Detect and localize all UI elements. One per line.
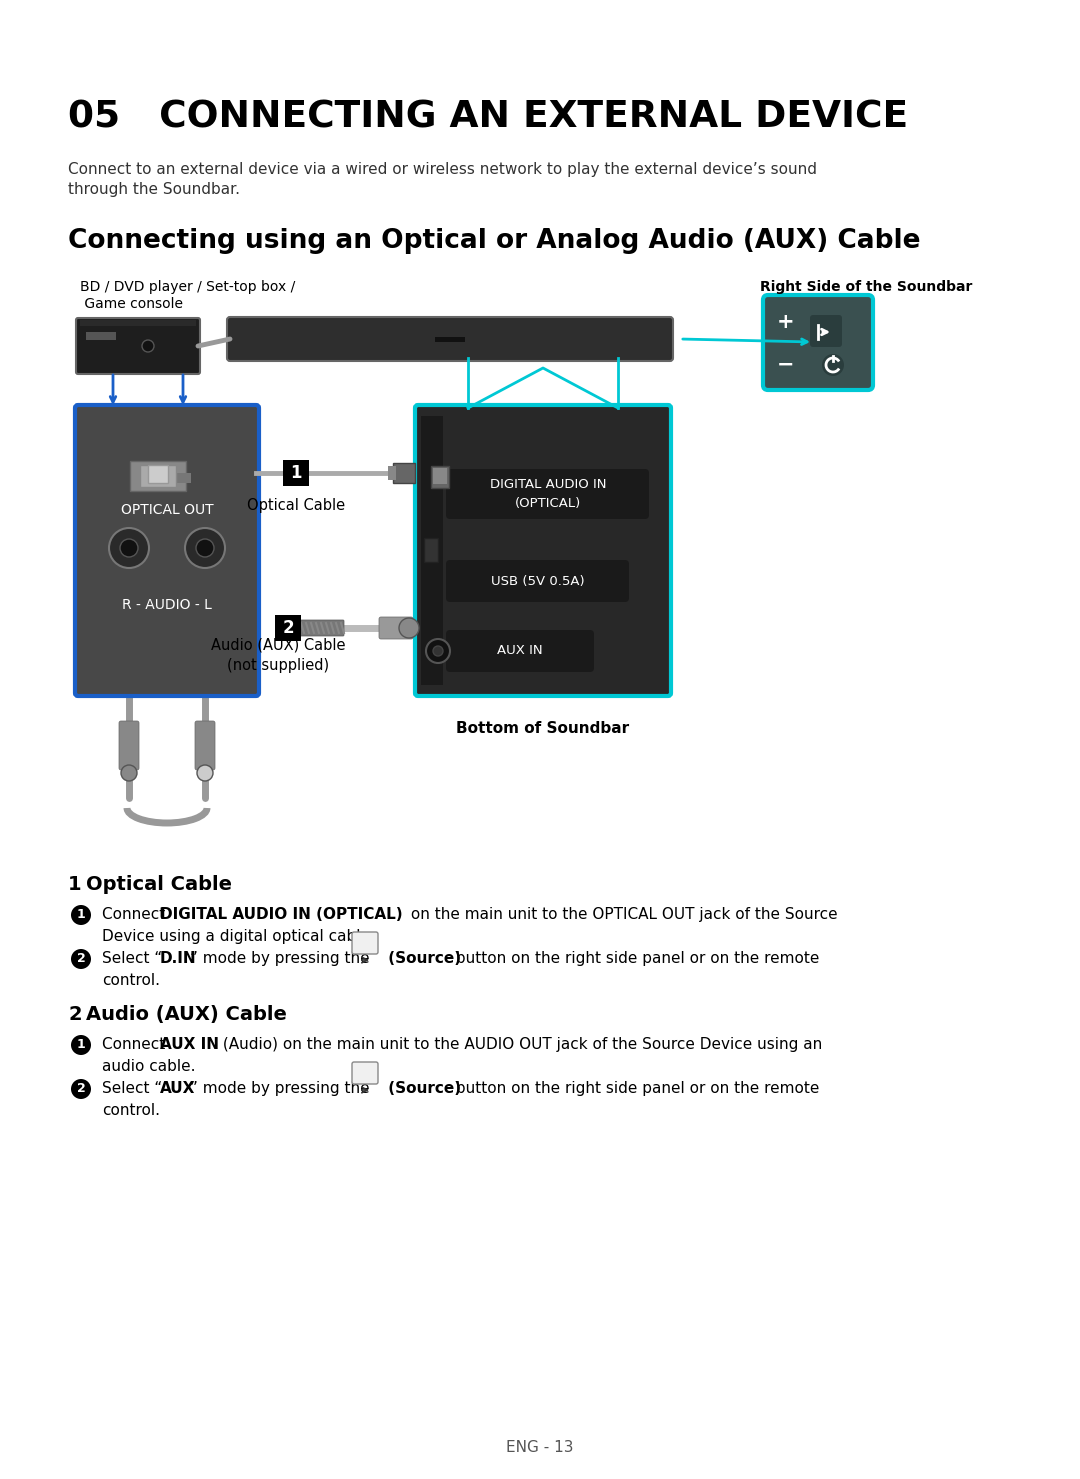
Text: +: + bbox=[778, 312, 795, 331]
Text: 1: 1 bbox=[68, 876, 82, 893]
Text: Connect: Connect bbox=[102, 907, 171, 921]
Circle shape bbox=[71, 950, 91, 969]
FancyBboxPatch shape bbox=[119, 720, 139, 771]
FancyBboxPatch shape bbox=[446, 630, 594, 671]
Text: Optical Cable: Optical Cable bbox=[247, 498, 346, 513]
Text: Right Side of the Soundbar: Right Side of the Soundbar bbox=[760, 280, 972, 294]
FancyBboxPatch shape bbox=[300, 620, 345, 636]
Text: R - AUDIO - L: R - AUDIO - L bbox=[122, 598, 212, 612]
Text: control.: control. bbox=[102, 973, 160, 988]
Text: audio cable.: audio cable. bbox=[102, 1059, 195, 1074]
Circle shape bbox=[185, 528, 225, 568]
Text: BD / DVD player / Set-top box /: BD / DVD player / Set-top box / bbox=[80, 280, 295, 294]
Bar bbox=[130, 461, 186, 491]
FancyBboxPatch shape bbox=[227, 317, 673, 361]
Text: Optical Cable: Optical Cable bbox=[86, 876, 232, 893]
Text: Connecting using an Optical or Analog Audio (AUX) Cable: Connecting using an Optical or Analog Au… bbox=[68, 228, 920, 254]
Text: USB (5V 0.5A): USB (5V 0.5A) bbox=[491, 574, 584, 587]
Text: −: − bbox=[778, 355, 795, 376]
Text: 2: 2 bbox=[68, 1006, 82, 1023]
Bar bbox=[433, 467, 447, 484]
Circle shape bbox=[197, 765, 213, 781]
Bar bbox=[283, 460, 309, 487]
FancyBboxPatch shape bbox=[352, 1062, 378, 1084]
Circle shape bbox=[141, 340, 154, 352]
Bar bbox=[148, 464, 168, 484]
Text: 1: 1 bbox=[291, 464, 301, 482]
Text: ENG - 13: ENG - 13 bbox=[507, 1441, 573, 1455]
Circle shape bbox=[822, 353, 843, 376]
FancyBboxPatch shape bbox=[76, 318, 200, 374]
Text: 1: 1 bbox=[77, 1038, 85, 1052]
Text: 2: 2 bbox=[77, 952, 85, 966]
Text: (Source): (Source) bbox=[383, 1081, 461, 1096]
Text: control.: control. bbox=[102, 1103, 160, 1118]
FancyBboxPatch shape bbox=[446, 561, 629, 602]
Bar bbox=[80, 319, 195, 325]
FancyBboxPatch shape bbox=[195, 720, 215, 771]
Text: 2: 2 bbox=[282, 620, 294, 637]
Text: button on the right side panel or on the remote: button on the right side panel or on the… bbox=[451, 1081, 820, 1096]
FancyBboxPatch shape bbox=[379, 617, 413, 639]
Text: Game console: Game console bbox=[80, 297, 183, 311]
Text: through the Soundbar.: through the Soundbar. bbox=[68, 182, 240, 197]
FancyBboxPatch shape bbox=[415, 405, 671, 697]
Circle shape bbox=[121, 765, 137, 781]
Bar bbox=[388, 466, 396, 481]
Text: on the main unit to the OPTICAL OUT jack of the Source: on the main unit to the OPTICAL OUT jack… bbox=[406, 907, 838, 921]
Bar bbox=[424, 538, 438, 562]
Text: 05   CONNECTING AN EXTERNAL DEVICE: 05 CONNECTING AN EXTERNAL DEVICE bbox=[68, 101, 908, 136]
Text: Connect: Connect bbox=[102, 1037, 171, 1052]
Text: Audio (AUX) Cable
(not supplied): Audio (AUX) Cable (not supplied) bbox=[211, 637, 346, 673]
Bar bbox=[393, 463, 415, 484]
Text: Device using a digital optical cable.: Device using a digital optical cable. bbox=[102, 929, 375, 944]
Bar bbox=[176, 473, 191, 484]
Text: AUX IN: AUX IN bbox=[160, 1037, 219, 1052]
Circle shape bbox=[109, 528, 149, 568]
FancyBboxPatch shape bbox=[75, 405, 259, 697]
FancyBboxPatch shape bbox=[810, 315, 842, 348]
Bar bbox=[275, 615, 301, 640]
Text: D.IN: D.IN bbox=[160, 951, 197, 966]
Text: DIGITAL AUDIO IN (OPTICAL): DIGITAL AUDIO IN (OPTICAL) bbox=[160, 907, 403, 921]
Text: Audio (AUX) Cable: Audio (AUX) Cable bbox=[86, 1006, 287, 1023]
Circle shape bbox=[120, 538, 138, 558]
Text: (Source): (Source) bbox=[383, 951, 461, 966]
Bar bbox=[421, 416, 443, 685]
FancyBboxPatch shape bbox=[446, 469, 649, 519]
Text: Select “: Select “ bbox=[102, 951, 162, 966]
Text: Connect to an external device via a wired or wireless network to play the extern: Connect to an external device via a wire… bbox=[68, 163, 816, 177]
Bar bbox=[86, 331, 116, 340]
FancyBboxPatch shape bbox=[762, 294, 873, 390]
Text: AUX: AUX bbox=[160, 1081, 195, 1096]
Bar bbox=[140, 464, 176, 487]
Text: Select “: Select “ bbox=[102, 1081, 162, 1096]
Text: button on the right side panel or on the remote: button on the right side panel or on the… bbox=[451, 951, 820, 966]
Text: AUX IN: AUX IN bbox=[497, 645, 543, 658]
Text: DIGITAL AUDIO IN
(OPTICAL): DIGITAL AUDIO IN (OPTICAL) bbox=[489, 479, 606, 509]
Text: 2: 2 bbox=[77, 1083, 85, 1096]
Text: OPTICAL OUT: OPTICAL OUT bbox=[121, 503, 214, 518]
Text: ” mode by pressing the: ” mode by pressing the bbox=[190, 951, 375, 966]
Circle shape bbox=[71, 1035, 91, 1055]
Circle shape bbox=[195, 538, 214, 558]
Circle shape bbox=[426, 639, 450, 663]
Bar bbox=[435, 337, 465, 342]
FancyBboxPatch shape bbox=[352, 932, 378, 954]
Bar bbox=[431, 466, 449, 488]
Text: Bottom of Soundbar: Bottom of Soundbar bbox=[457, 720, 630, 737]
Text: ” mode by pressing the: ” mode by pressing the bbox=[190, 1081, 375, 1096]
Circle shape bbox=[71, 905, 91, 924]
Text: (Audio) on the main unit to the AUDIO OUT jack of the Source Device using an: (Audio) on the main unit to the AUDIO OU… bbox=[218, 1037, 822, 1052]
Circle shape bbox=[71, 1080, 91, 1099]
Circle shape bbox=[433, 646, 443, 657]
Text: 1: 1 bbox=[77, 908, 85, 921]
Circle shape bbox=[399, 618, 419, 637]
